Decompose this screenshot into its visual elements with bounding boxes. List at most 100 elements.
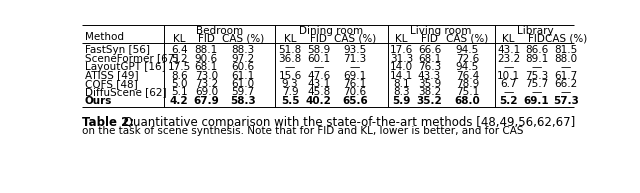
- Text: 65.6: 65.6: [342, 96, 368, 106]
- Text: 81.5: 81.5: [554, 45, 577, 55]
- Text: on the task of scene synthesis. Note that for FID and KL, lower is better, and f: on the task of scene synthesis. Note tha…: [83, 126, 524, 136]
- Text: 94.5: 94.5: [456, 45, 479, 55]
- Text: FID: FID: [198, 34, 215, 44]
- Text: COFS [48]: COFS [48]: [84, 79, 138, 89]
- Text: —: —: [314, 62, 324, 72]
- Text: 40.2: 40.2: [306, 96, 332, 106]
- Text: 51.8: 51.8: [278, 45, 301, 55]
- Text: 75.1: 75.1: [456, 87, 479, 97]
- Text: 61.7: 61.7: [554, 70, 577, 80]
- Text: 7.9: 7.9: [282, 87, 298, 97]
- Text: 38.2: 38.2: [418, 87, 441, 97]
- Text: —: —: [561, 87, 571, 97]
- Text: 61.0: 61.0: [231, 79, 254, 89]
- Text: Ours: Ours: [84, 96, 112, 106]
- Text: 8.3: 8.3: [394, 87, 410, 97]
- Text: 61.1: 61.1: [231, 70, 254, 80]
- Text: —: —: [531, 87, 541, 97]
- Text: 43.1: 43.1: [497, 45, 520, 55]
- Text: 88.1: 88.1: [195, 45, 218, 55]
- Text: 73.2: 73.2: [195, 79, 218, 89]
- Text: 73.0: 73.0: [195, 70, 218, 80]
- Text: 5.1: 5.1: [171, 87, 188, 97]
- Text: 35.2: 35.2: [417, 96, 442, 106]
- Text: 35.9: 35.9: [418, 79, 441, 89]
- Text: 10.1: 10.1: [497, 70, 520, 80]
- Text: 9.3: 9.3: [282, 79, 298, 89]
- Text: FID: FID: [421, 34, 438, 44]
- Text: 14.1: 14.1: [390, 70, 413, 80]
- Text: 86.6: 86.6: [525, 45, 548, 55]
- Text: Table 2:: Table 2:: [83, 116, 134, 129]
- Text: CAS (%): CAS (%): [221, 34, 264, 44]
- Text: KL: KL: [396, 34, 408, 44]
- Text: Dining room: Dining room: [299, 26, 363, 36]
- Text: —: —: [285, 62, 295, 72]
- Text: 68.1: 68.1: [195, 62, 218, 72]
- Text: KL: KL: [173, 34, 186, 44]
- Text: 88.3: 88.3: [231, 45, 254, 55]
- Text: 67.9: 67.9: [193, 96, 219, 106]
- Text: 4.2: 4.2: [170, 96, 189, 106]
- Text: FID: FID: [528, 34, 545, 44]
- Text: FID: FID: [310, 34, 327, 44]
- Text: 88.0: 88.0: [554, 54, 577, 63]
- Text: 43.1: 43.1: [307, 79, 330, 89]
- Text: 68.1: 68.1: [418, 54, 441, 63]
- Text: KL: KL: [502, 34, 515, 44]
- Text: Library: Library: [517, 26, 554, 36]
- Text: 70.6: 70.6: [344, 87, 367, 97]
- Text: 90.6: 90.6: [195, 54, 218, 63]
- Text: 8.1: 8.1: [394, 79, 410, 89]
- Text: 78.9: 78.9: [456, 79, 479, 89]
- Text: CAS (%): CAS (%): [446, 34, 488, 44]
- Text: 71.3: 71.3: [344, 54, 367, 63]
- Text: —: —: [561, 62, 571, 72]
- Text: Bedroom: Bedroom: [196, 26, 243, 36]
- Text: 31.3: 31.3: [390, 54, 413, 63]
- Text: 23.2: 23.2: [497, 54, 520, 63]
- Text: 45.8: 45.8: [307, 87, 330, 97]
- Text: Method: Method: [84, 32, 124, 42]
- Text: 72.6: 72.6: [456, 54, 479, 63]
- Text: —: —: [350, 62, 360, 72]
- Text: CAS (%): CAS (%): [334, 34, 376, 44]
- Text: 66.2: 66.2: [554, 79, 577, 89]
- Text: 15.6: 15.6: [278, 70, 301, 80]
- Text: 97.2: 97.2: [231, 54, 254, 63]
- Text: ATISS [49]: ATISS [49]: [84, 70, 138, 80]
- Text: 43.3: 43.3: [418, 70, 441, 80]
- Text: 47.6: 47.6: [307, 70, 330, 80]
- Text: Quantitative comparison with the state-of-the-art methods [48,49,56,62,67]: Quantitative comparison with the state-o…: [120, 116, 575, 129]
- Text: —: —: [504, 62, 514, 72]
- Text: —: —: [504, 87, 514, 97]
- Text: 89.1: 89.1: [525, 54, 548, 63]
- Text: 57.3: 57.3: [553, 96, 579, 106]
- Text: DiffuScene [62]: DiffuScene [62]: [84, 87, 166, 97]
- Text: 17.6: 17.6: [390, 45, 413, 55]
- Text: 94.5: 94.5: [456, 62, 479, 72]
- Text: 93.5: 93.5: [344, 45, 367, 55]
- Text: 5.0: 5.0: [171, 79, 188, 89]
- Text: 76.1: 76.1: [344, 79, 367, 89]
- Text: 5.2: 5.2: [499, 96, 518, 106]
- Text: FastSyn [56]: FastSyn [56]: [84, 45, 150, 55]
- Text: 69.1: 69.1: [524, 96, 549, 106]
- Text: 60.6: 60.6: [231, 62, 254, 72]
- Text: 68.0: 68.0: [454, 96, 481, 106]
- Text: 66.6: 66.6: [418, 45, 441, 55]
- Text: 8.6: 8.6: [171, 70, 188, 80]
- Text: 36.8: 36.8: [278, 54, 301, 63]
- Text: 60.1: 60.1: [307, 54, 330, 63]
- Text: 59.7: 59.7: [231, 87, 254, 97]
- Text: 5.9: 5.9: [392, 96, 411, 106]
- Text: LayoutGPT [16]: LayoutGPT [16]: [84, 62, 165, 72]
- Text: 76.4: 76.4: [456, 70, 479, 80]
- Text: 5.5: 5.5: [281, 96, 300, 106]
- Text: 58.3: 58.3: [230, 96, 255, 106]
- Text: 69.0: 69.0: [195, 87, 218, 97]
- Text: 76.3: 76.3: [418, 62, 441, 72]
- Text: 6.7: 6.7: [500, 79, 517, 89]
- Text: 17.5: 17.5: [168, 62, 191, 72]
- Text: 14.0: 14.0: [390, 62, 413, 72]
